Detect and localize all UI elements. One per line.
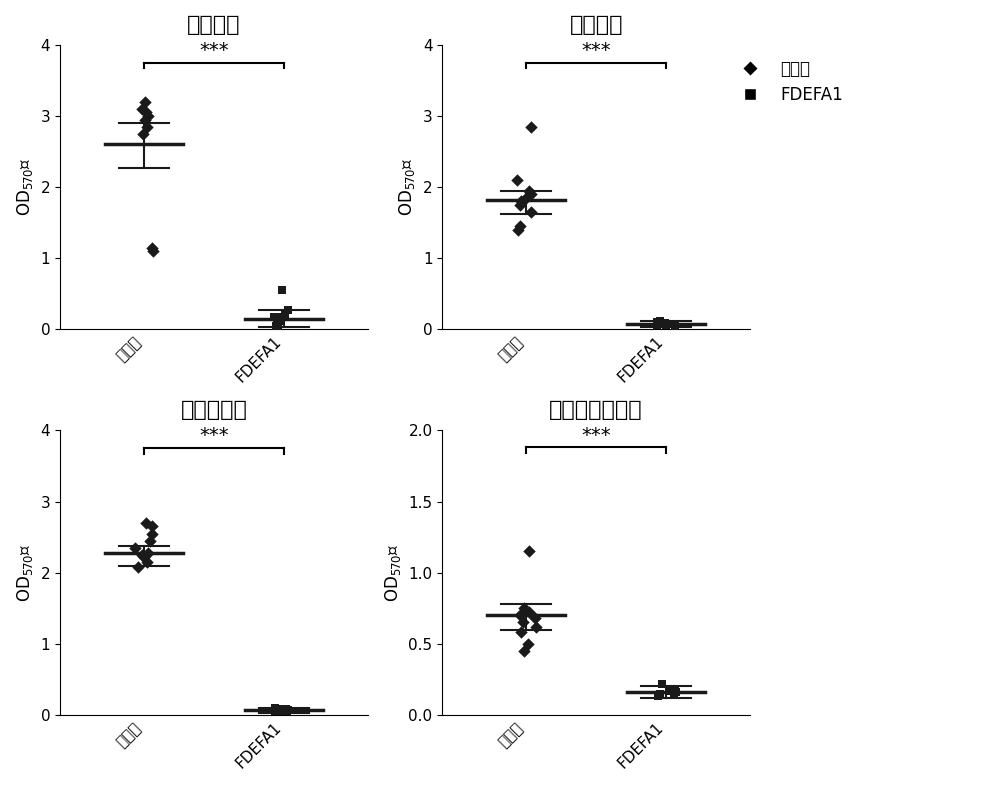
Point [513,195,529,208]
Point [278,703,294,715]
Point [277,307,293,320]
Point [527,612,543,624]
Point [528,620,544,633]
Point [144,520,160,533]
Point [654,678,670,690]
Point [512,609,528,622]
Point [272,703,288,715]
Point [663,685,679,697]
Point [658,319,674,332]
Point [273,314,289,326]
Point [650,690,666,703]
Point [272,705,288,718]
Point [667,320,683,332]
Point [518,192,534,204]
Point [130,560,146,573]
Point [267,704,283,717]
Title: 屎肠球菌: 屎肠球菌 [569,15,623,35]
Point [521,545,537,557]
Point [137,113,153,126]
Point [134,103,150,116]
Point [138,106,154,119]
Point [658,318,674,331]
Y-axis label: OD$_{570}$值: OD$_{570}$值 [15,158,35,216]
Point [272,314,288,327]
Point [521,185,537,197]
Point [523,206,539,219]
Point [127,542,143,554]
Point [270,320,286,332]
Point [280,304,296,317]
Point [521,606,537,619]
Point [279,705,295,718]
Point [139,556,155,568]
Y-axis label: OD$_{570}$值: OD$_{570}$值 [15,543,35,602]
Point [144,241,160,254]
Point [268,320,284,332]
Y-axis label: OD$_{570}$值: OD$_{570}$值 [397,158,417,216]
Point [516,602,532,615]
Point [134,549,150,561]
Point [142,534,158,547]
Point [652,687,668,700]
Point [515,616,531,629]
Y-axis label: OD$_{570}$值: OD$_{570}$值 [383,543,403,602]
Text: ***: *** [581,41,611,60]
Text: ***: *** [199,41,229,60]
Title: 无乳链球菌: 无乳链球菌 [180,401,247,421]
Point [666,689,682,701]
Point [135,127,151,140]
Point [137,95,153,108]
Legend: 对照组, FDEFA1: 对照组, FDEFA1 [727,53,849,111]
Point [652,314,668,327]
Point [274,310,290,323]
Point [144,527,160,540]
Point [139,120,155,133]
Point [657,317,673,329]
Point [649,316,665,329]
Text: ***: *** [199,426,229,446]
Point [266,310,282,323]
Title: 金黄色葡萄球菌: 金黄色葡萄球菌 [549,401,643,421]
Point [650,690,666,703]
Text: ***: *** [581,425,611,445]
Point [512,220,528,233]
Point [509,174,525,186]
Point [667,683,683,696]
Point [272,705,288,718]
Point [651,689,667,701]
Title: 粪肠球菌: 粪肠球菌 [187,15,241,35]
Point [136,551,152,564]
Point [274,284,290,296]
Point [138,516,154,529]
Point [662,318,678,330]
Point [140,546,156,559]
Point [270,704,286,717]
Point [267,703,283,716]
Point [657,318,673,331]
Point [280,703,296,716]
Point [516,645,532,657]
Point [668,686,684,699]
Point [523,188,539,200]
Point [520,637,536,650]
Point [523,120,539,133]
Point [267,702,283,714]
Point [267,701,283,714]
Point [145,245,161,258]
Point [510,223,526,236]
Point [269,318,285,330]
Point [512,199,528,211]
Point [649,319,665,332]
Point [513,626,529,639]
Point [140,110,156,123]
